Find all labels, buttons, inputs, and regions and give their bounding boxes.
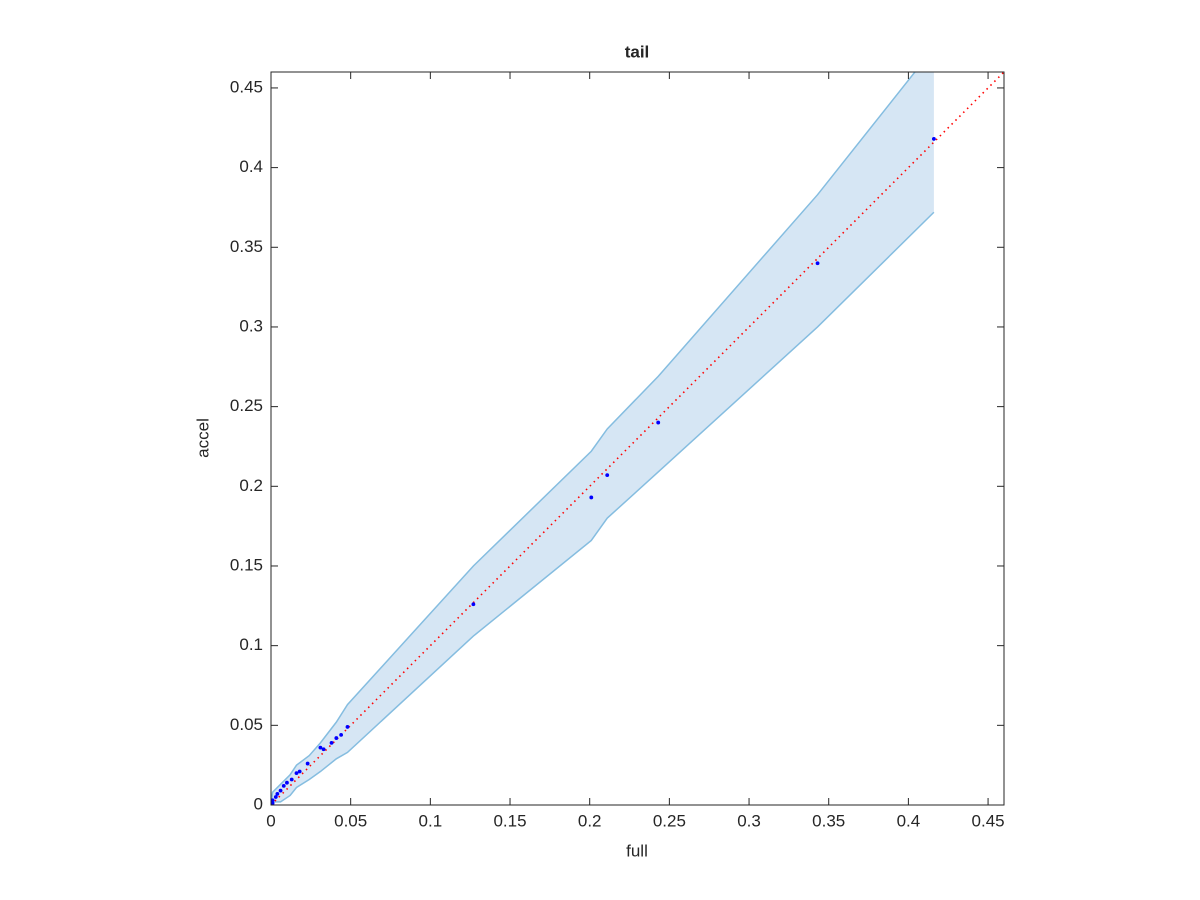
x-tick-label: 0.4 [897, 811, 921, 830]
data-point [278, 788, 283, 793]
y-axis-label: accel [193, 418, 212, 458]
x-tick-label: 0.35 [812, 811, 845, 830]
axes-box [270, 71, 1005, 806]
x-tick-label: 0.25 [653, 811, 686, 830]
data-point [656, 420, 661, 425]
reference-line [271, 72, 1004, 805]
data-point [815, 261, 820, 266]
x-tick-label: 0.1 [419, 811, 443, 830]
x-tick-label: 0.15 [493, 811, 526, 830]
data-point [605, 473, 610, 478]
band-upper-edge [271, 72, 916, 805]
data-point [329, 740, 334, 745]
data-point [275, 791, 280, 796]
data-point [271, 798, 275, 803]
y-tick-label: 0.1 [239, 635, 263, 654]
data-point [273, 795, 278, 799]
confidence-band [271, 72, 934, 805]
plot-area [271, 72, 1004, 805]
y-tick-label: 0.15 [230, 555, 263, 574]
data-point [321, 747, 326, 752]
axes: 0 0.05 0.1 0.15 0.2 0.25 0.3 0.35 0.4 0.45 0 0.05 0.… [230, 71, 1005, 830]
x-tick-label: 0.45 [972, 811, 1005, 830]
data-point [281, 783, 286, 788]
data-point [339, 732, 344, 737]
y-tick-label: 0.35 [230, 237, 263, 256]
data-point [305, 761, 310, 766]
data-point [345, 725, 350, 729]
data-point [285, 780, 289, 785]
y-tick-label: 0.45 [230, 77, 263, 96]
band-lower-edge [271, 211, 935, 805]
data-point [297, 769, 302, 774]
y-tick-label: 0 [254, 794, 263, 813]
data-point [589, 495, 594, 500]
x-tick-label: 0 [266, 811, 275, 830]
data-point [931, 137, 936, 141]
y-tick-label: 0.3 [239, 316, 263, 335]
y-tick-label: 0.4 [239, 157, 263, 176]
data-point [471, 602, 476, 607]
chart-title: tail [625, 42, 650, 61]
y-tick-label: 0.2 [239, 476, 263, 495]
data-point [271, 801, 275, 805]
y-tick-label: 0.05 [230, 715, 263, 734]
data-point [318, 745, 323, 750]
data-point [334, 736, 339, 740]
x-tick-label: 0.3 [737, 811, 761, 830]
data-point [289, 777, 294, 782]
y-tick-label: 0.25 [230, 396, 263, 415]
data-point [294, 771, 299, 776]
x-tick-label: 0.2 [578, 811, 602, 830]
x-axis-label: full [626, 841, 648, 860]
x-tick-label: 0.05 [334, 811, 367, 830]
